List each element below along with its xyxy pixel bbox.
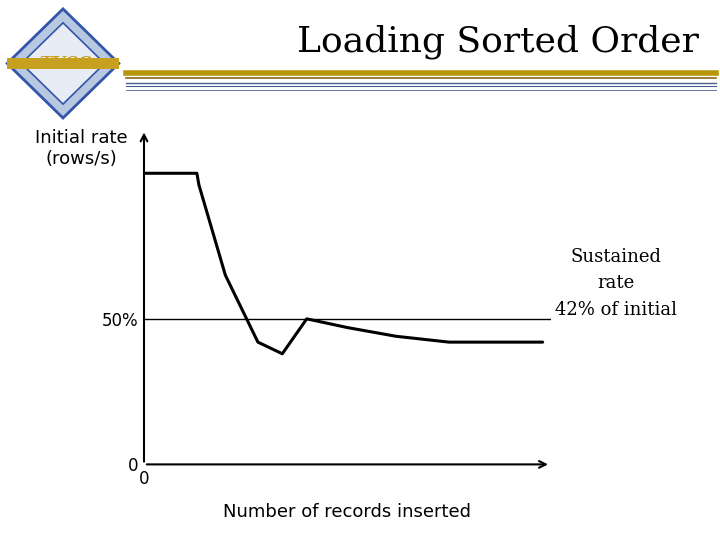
Polygon shape	[22, 23, 104, 104]
Text: Number of records inserted: Number of records inserted	[223, 503, 472, 521]
Text: Initial rate
(rows/s): Initial rate (rows/s)	[35, 130, 127, 168]
Text: Sustained
rate
42% of initial: Sustained rate 42% of initial	[554, 248, 677, 319]
Text: TUSC: TUSC	[40, 55, 91, 72]
Text: Loading Sorted Order: Loading Sorted Order	[297, 24, 698, 59]
Polygon shape	[7, 9, 119, 118]
Polygon shape	[7, 58, 119, 69]
